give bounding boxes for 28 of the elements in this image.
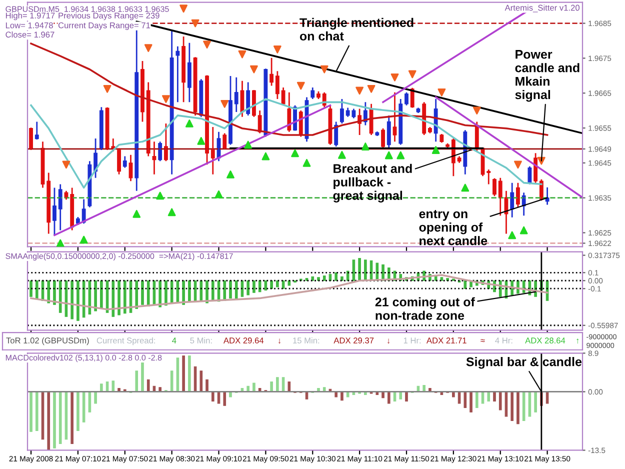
annotation: Close= 1.967 (6, 31, 54, 38)
text: ADX 28.64 (525, 338, 566, 344)
annotation: Low= 1.9478 (6, 22, 53, 28)
annotation: 21 coming out of non-trade zone (375, 297, 475, 320)
text: 4 Hr: (495, 338, 512, 344)
annotation: Artemis_Sitter v1.20 (504, 4, 580, 12)
text: ToR 1.02 (GBPUSDm) (6, 337, 89, 346)
text: 5 Min: (190, 337, 212, 344)
text: ADX 29.64 (223, 338, 264, 344)
text: ≈ (480, 339, 485, 342)
text: 4 (172, 338, 176, 344)
chart-title: GBPUSDm,M5 1.9634 1.9638 1.9633 1.9635 (6, 6, 169, 13)
text: 1 Hr: (404, 338, 421, 344)
annotation: High= 1.9717 (6, 12, 55, 20)
text: ↓ (388, 338, 390, 344)
annotation: Power candle and Mkain signal (515, 50, 580, 102)
annotation: Current Days Range= 71 (58, 22, 150, 30)
text: 15 Min: (293, 337, 320, 344)
text: ADX 29.37 (334, 338, 374, 344)
text: Current Spread: (96, 337, 155, 346)
text: ↓ (278, 338, 280, 344)
annotation: Previous Days Range= 239 (58, 12, 160, 20)
annotation: entry on opening of next candle (419, 210, 488, 246)
annotation: Signal bar & candle (466, 357, 582, 369)
text: ADX 21.71 (426, 338, 466, 344)
chart-title: MACDcoloredv102 (5,13,1) 0.0 -2.8 0.0 -2.8 (6, 354, 162, 362)
chart-title: SMAAngle(50,0.15000000,2,0) -0.250000 =>MA(21) -0.147817 (6, 253, 233, 261)
text: ↑ (576, 338, 579, 344)
